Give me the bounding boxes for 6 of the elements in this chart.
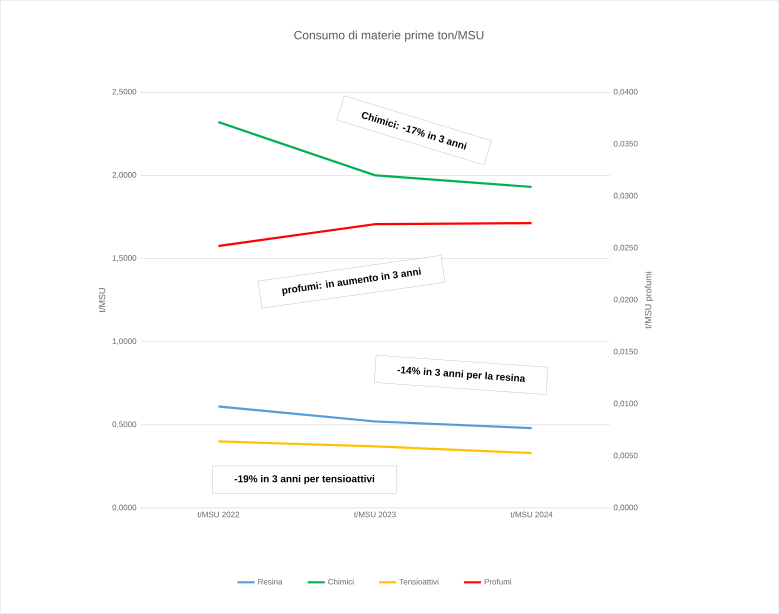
y-axis-title: t/MSU — [98, 288, 106, 312]
y2-axis-title: t/MSU profumi — [644, 272, 654, 329]
annotation: profumi: in aumento in 3 anni — [282, 267, 421, 296]
annotation: -19% in 3 anni per tensioattivi — [234, 474, 374, 484]
chart-title: Consumo di materie prime ton/MSU — [294, 30, 484, 42]
annotation: -14% in 3 anni per la resina — [397, 366, 526, 382]
